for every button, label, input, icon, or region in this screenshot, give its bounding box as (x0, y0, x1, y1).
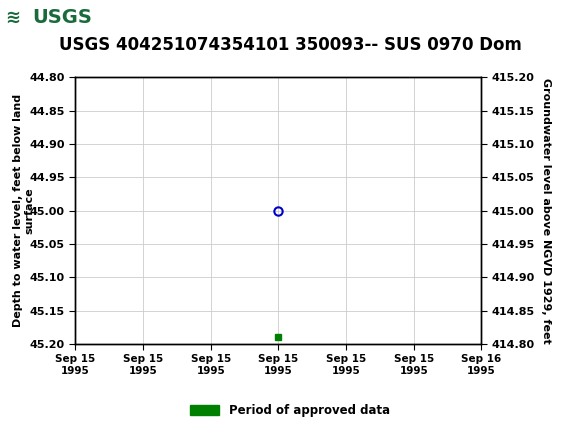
Y-axis label: Groundwater level above NGVD 1929, feet: Groundwater level above NGVD 1929, feet (541, 78, 550, 344)
Text: USGS 404251074354101 350093-- SUS 0970 Dom: USGS 404251074354101 350093-- SUS 0970 D… (59, 36, 521, 54)
Text: USGS: USGS (32, 8, 92, 27)
FancyBboxPatch shape (1, 1, 103, 34)
Text: ≋: ≋ (5, 9, 20, 27)
Legend: Period of approved data: Period of approved data (185, 399, 395, 422)
Y-axis label: Depth to water level, feet below land
surface: Depth to water level, feet below land su… (13, 94, 35, 327)
